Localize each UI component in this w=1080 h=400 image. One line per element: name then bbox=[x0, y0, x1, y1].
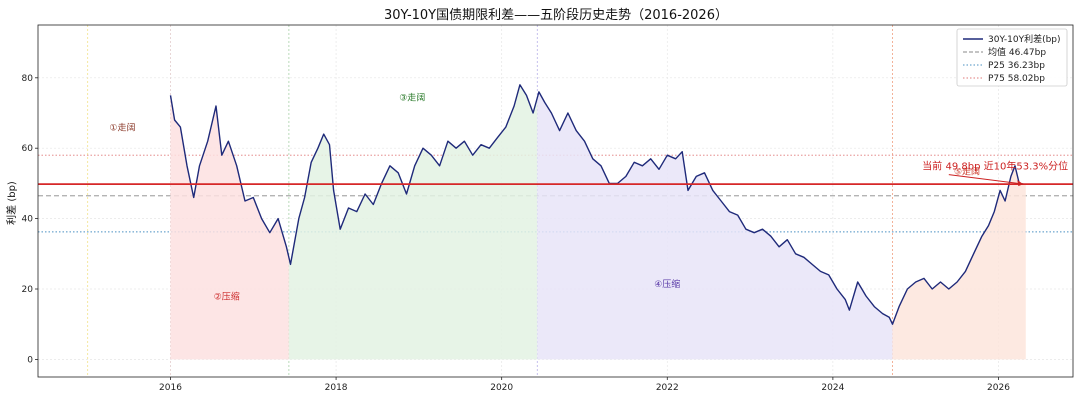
x-tick-label: 2016 bbox=[159, 383, 182, 393]
x-tick-label: 2024 bbox=[821, 383, 844, 393]
y-tick-label: 40 bbox=[22, 215, 34, 225]
phase-area-fill bbox=[170, 95, 289, 360]
chart-title: 30Y-10Y国债期限利差——五阶段历史走势（2016-2026） bbox=[384, 7, 728, 23]
phase-area-fill bbox=[892, 165, 1026, 360]
legend-label: 30Y-10Y利差(bp) bbox=[988, 33, 1061, 45]
y-tick-label: 20 bbox=[22, 285, 34, 295]
legend-label: 均值 46.47bp bbox=[988, 46, 1046, 58]
phase-label: ④压缩 bbox=[654, 278, 680, 290]
x-tick-label: 2026 bbox=[987, 383, 1010, 393]
x-tick-label: 2018 bbox=[325, 383, 348, 393]
phase-area-fill bbox=[288, 84, 538, 360]
phase-area-fill bbox=[537, 91, 893, 360]
y-tick-label: 60 bbox=[22, 144, 34, 154]
legend-label: P75 58.02bp bbox=[988, 74, 1045, 84]
plot-frame bbox=[37, 24, 1074, 378]
series-line bbox=[169, 84, 1024, 325]
phase-labels: ①走阔 ②压缩 ③走阔 ④压缩 ⑤走阔 bbox=[109, 92, 980, 303]
phase-label: ②压缩 bbox=[214, 291, 240, 303]
phase-label: ③走阔 bbox=[399, 92, 425, 104]
x-tick-label: 2020 bbox=[490, 383, 513, 393]
annotation-arrow bbox=[948, 174, 1024, 185]
y-tick-label: 80 bbox=[22, 74, 34, 84]
phase-label: ⑤走阔 bbox=[954, 166, 980, 178]
annotation-arrowhead bbox=[1017, 180, 1024, 187]
legend: 30Y-10Y利差(bp)均值 46.47bp P25 36.23bp P75 58… bbox=[956, 28, 1068, 87]
x-tick-label: 2022 bbox=[656, 383, 679, 393]
phase-label: ①走阔 bbox=[109, 122, 135, 134]
series-group bbox=[169, 84, 1024, 325]
legend-label: P25 36.23bp bbox=[988, 61, 1045, 71]
y-axis-label: 利差 (bp) bbox=[5, 181, 18, 225]
axes: 2016 2018 2020 2022 2024 2026 0 20 40 60 80 bbox=[22, 24, 1074, 393]
phase-area-fills bbox=[170, 84, 1026, 360]
annotation-text: 当前 49.8bp 近10年53.3%分位 bbox=[922, 159, 1068, 172]
annotation: 当前 49.8bp 近10年53.3%分位 bbox=[922, 159, 1068, 187]
y-tick-label: 0 bbox=[27, 355, 33, 365]
legend-box bbox=[956, 28, 1068, 87]
